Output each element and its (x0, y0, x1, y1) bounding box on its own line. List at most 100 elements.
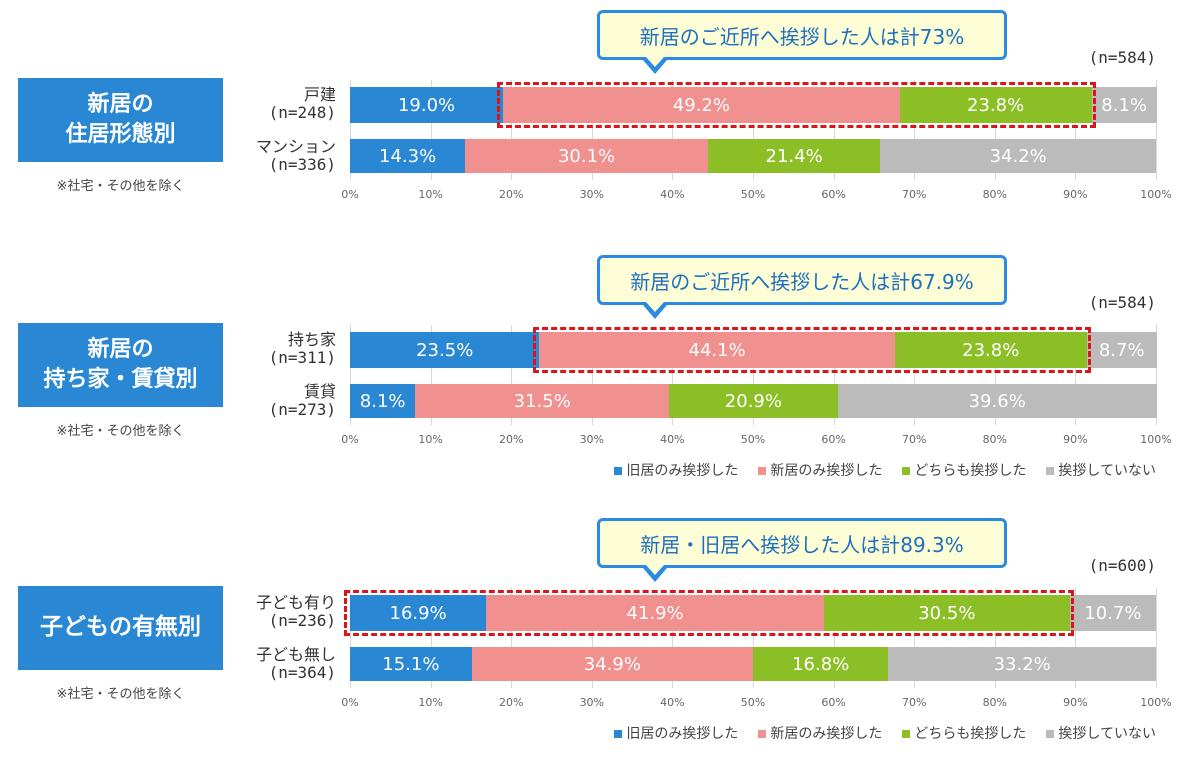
data-label: 33.2% (993, 653, 1051, 675)
x-tick-label: 60% (821, 696, 846, 709)
data-label: 8.1% (1101, 94, 1148, 116)
data-label: 8.1% (359, 390, 406, 412)
x-tick-label: 90% (1063, 188, 1088, 201)
data-label: 19.0% (397, 94, 456, 116)
gridline (591, 80, 593, 180)
gridline (914, 325, 916, 425)
callout: 新居のご近所へ挨拶した人は計67.9% (597, 255, 1007, 305)
gridline (1156, 80, 1157, 180)
gridline (430, 80, 432, 180)
gridline (1075, 325, 1077, 425)
legend-swatch (902, 467, 911, 475)
legend-item: どちらも挨拶した (902, 723, 1026, 743)
panel-note: ※社宅・その他を除く (56, 687, 185, 702)
bar-segment: 23.5% (350, 332, 540, 368)
legend-item: 新居のみ挨拶した (758, 460, 882, 480)
row-label: 戸建 (n=248) (268, 85, 336, 122)
bar-segment: 20.9% (669, 384, 838, 418)
sample-size: (n=584) (1088, 48, 1156, 67)
bar-segment: 16.9% (350, 595, 487, 631)
data-label: 39.6% (968, 390, 1026, 412)
bar-segment: 33.2% (888, 647, 1156, 681)
x-tick-label: 10% (418, 696, 443, 709)
x-tick-label: 0% (341, 696, 359, 709)
bar-segment: 30.1% (465, 139, 708, 173)
gridline (1075, 588, 1077, 688)
gridline (672, 325, 674, 425)
data-label: 20.9% (724, 390, 782, 412)
x-tick-label: 80% (982, 188, 1008, 201)
legend-swatch (902, 730, 911, 738)
bar-segment: 23.8% (894, 332, 1087, 368)
gridline (994, 325, 996, 425)
legend-label: 挨拶していない (1058, 463, 1156, 479)
legend-item: 新居のみ挨拶した (758, 723, 882, 743)
row-label: 子ども無し (n=364) (255, 645, 336, 682)
legend-swatch (758, 730, 767, 738)
gridline (833, 325, 835, 425)
bar-segment: 16.8% (753, 647, 889, 681)
x-tick-label: 30% (579, 696, 605, 709)
legend-item: 挨拶していない (1046, 723, 1156, 743)
gridline (511, 325, 513, 425)
gridline (753, 80, 754, 180)
gridline (833, 80, 835, 180)
panel-title: 新居の 住居形態別 (18, 78, 223, 162)
row-label: 子ども有り (n=236) (255, 593, 336, 630)
gridline (914, 80, 916, 180)
bar-segment: 8.7% (1086, 332, 1157, 368)
data-label: 41.9% (626, 602, 684, 624)
callout-pointer-fill (646, 57, 664, 67)
gridline (430, 325, 432, 425)
legend-item: 旧居のみ挨拶した (614, 460, 738, 480)
gridline (511, 80, 513, 180)
data-label: 23.8% (962, 339, 1020, 361)
data-label: 23.5% (416, 339, 474, 361)
bar-segment: 31.5% (415, 384, 670, 418)
panel-title: 子どもの有無別 (18, 586, 223, 670)
legend-label: どちらも挨拶した (914, 463, 1027, 479)
data-label: 30.1% (557, 145, 616, 167)
legend-swatch (614, 730, 623, 738)
callout-pointer-fill (646, 565, 664, 575)
gridline (672, 80, 674, 180)
gridline (430, 588, 432, 688)
legend-label: 新居のみ挨拶した (770, 463, 883, 479)
x-tick-label: 30% (579, 188, 605, 201)
x-tick-label: 90% (1063, 696, 1088, 709)
callout-pointer-fill (646, 302, 664, 312)
bar-segment: 14.3% (350, 139, 466, 173)
data-label: 10.7% (1084, 602, 1142, 624)
legend-label: 新居のみ挨拶した (770, 726, 883, 742)
bar-segment: 39.6% (837, 384, 1157, 418)
sample-size: (n=600) (1088, 556, 1156, 575)
highlight-box (497, 82, 1096, 128)
row-label: 持ち家 (n=311) (268, 330, 336, 367)
bar-segment: 8.1% (1091, 87, 1157, 123)
legend-label: 旧居のみ挨拶した (626, 463, 739, 479)
callout: 新居のご近所へ挨拶した人は計73% (597, 10, 1007, 60)
x-tick-label: 40% (660, 188, 685, 201)
legend-swatch (614, 467, 623, 475)
sample-size: (n=584) (1088, 293, 1156, 312)
bar-segment: 34.9% (471, 647, 753, 681)
legend-item: 旧居のみ挨拶した (614, 723, 738, 743)
gridline (833, 588, 835, 688)
legend-label: 挨拶していない (1058, 726, 1156, 742)
x-tick-label: 60% (821, 433, 846, 446)
data-label: 30.5% (918, 602, 976, 624)
x-tick-label: 100% (1140, 188, 1172, 201)
highlight-box (533, 327, 1091, 373)
gridline (753, 588, 754, 688)
bar-segment: 21.4% (707, 139, 881, 173)
x-tick-label: 0% (341, 188, 359, 201)
legend: 旧居のみ挨拶した 新居のみ挨拶した どちらも挨拶した 挨拶していない (614, 460, 1156, 480)
x-tick-label: 60% (821, 188, 846, 201)
gridline (511, 588, 513, 688)
data-label: 44.1% (688, 339, 746, 361)
x-tick-label: 10% (418, 188, 443, 201)
x-tick-label: 50% (740, 696, 766, 709)
bar-segment: 49.2% (503, 87, 900, 123)
legend-swatch (1046, 467, 1055, 475)
x-tick-label: 90% (1063, 433, 1088, 446)
